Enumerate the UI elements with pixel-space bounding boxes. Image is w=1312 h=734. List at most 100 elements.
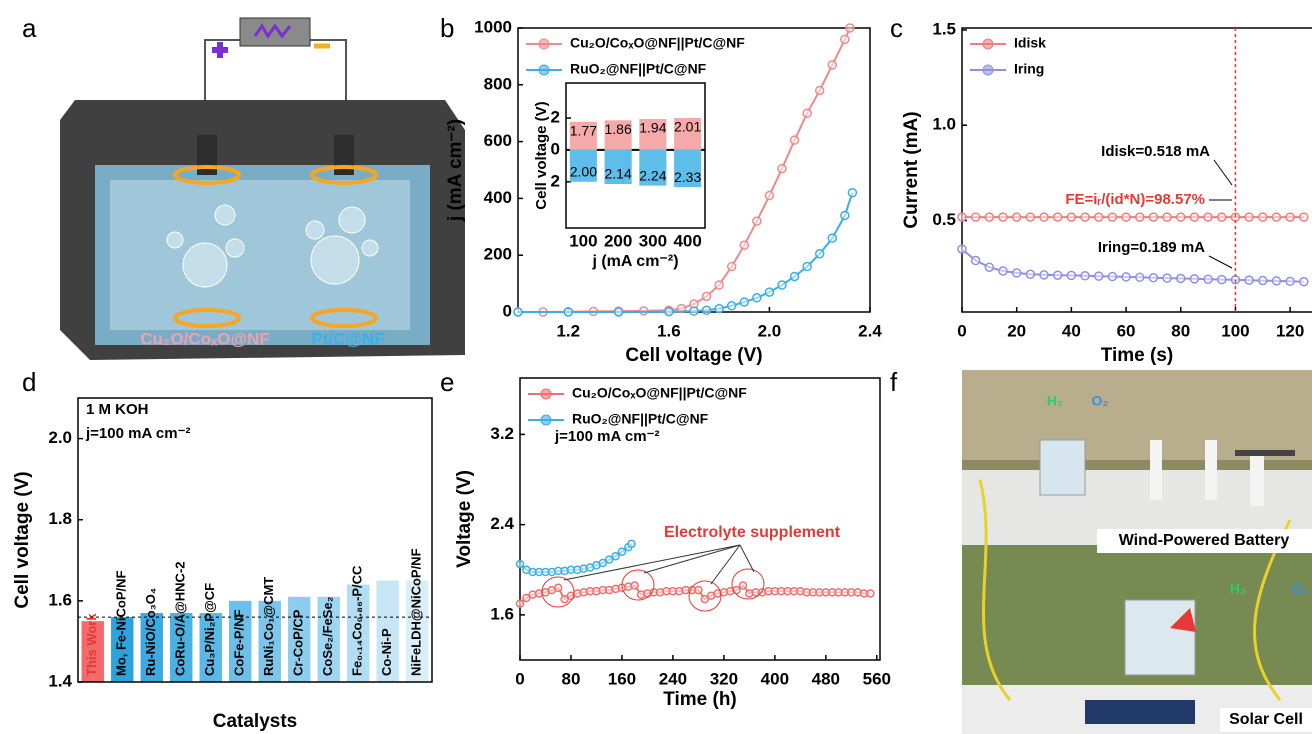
photo bbox=[962, 370, 1312, 734]
x-tick-label: 160 bbox=[608, 669, 636, 688]
data-point bbox=[728, 263, 736, 271]
photo-label: H₂ bbox=[1230, 581, 1246, 597]
data-point bbox=[1149, 213, 1157, 221]
data-point bbox=[803, 263, 811, 271]
solar-cell bbox=[1085, 700, 1195, 724]
legend-marker bbox=[983, 65, 993, 75]
data-point bbox=[628, 540, 635, 547]
fan-post bbox=[1150, 440, 1162, 500]
data-point bbox=[1190, 213, 1198, 221]
category-label: Fe₀.₁₄Co₀.₈₆-P/CC bbox=[350, 565, 365, 676]
y-tick-label: 0.5 bbox=[932, 210, 956, 229]
data-point bbox=[631, 582, 638, 589]
panel-label: d bbox=[22, 367, 36, 397]
data-point bbox=[778, 165, 786, 173]
data-point bbox=[690, 307, 698, 315]
data-point bbox=[1095, 213, 1103, 221]
annotation: FE=iᵣ/(id*N)=98.57% bbox=[1065, 191, 1205, 208]
data-point bbox=[753, 294, 761, 302]
panel-label: c bbox=[890, 13, 903, 43]
panel-label: b bbox=[440, 13, 454, 43]
y-tick-label: 1.0 bbox=[932, 115, 956, 134]
data-point bbox=[1122, 273, 1130, 281]
bubble bbox=[215, 205, 235, 225]
bar-value-label: 2.01 bbox=[674, 119, 701, 135]
data-point bbox=[1108, 213, 1116, 221]
data-point bbox=[715, 305, 723, 313]
data-point bbox=[612, 553, 619, 560]
photo-label: Solar Cell bbox=[1229, 711, 1303, 728]
category-label: RuNi₁Co₁@CMT bbox=[261, 577, 276, 676]
y-tick-label: 1.4 bbox=[48, 671, 72, 690]
data-point bbox=[765, 192, 773, 200]
data-point bbox=[1190, 275, 1198, 283]
legend-marker bbox=[983, 39, 993, 49]
x-axis-title: j (mA cm⁻²) bbox=[591, 253, 678, 270]
y-axis-title: Current (mA) bbox=[901, 111, 922, 228]
legend-marker bbox=[539, 39, 549, 49]
x-tick-label: 0 bbox=[957, 321, 966, 340]
data-point bbox=[740, 241, 748, 249]
post bbox=[1250, 456, 1264, 506]
bubble bbox=[183, 243, 227, 287]
category-label: CoFe-P/NF bbox=[232, 610, 247, 677]
fan-post bbox=[1205, 440, 1217, 500]
data-point bbox=[740, 582, 747, 589]
plus-sign bbox=[212, 42, 228, 58]
x-axis-title: Time (h) bbox=[663, 689, 737, 710]
data-point bbox=[728, 302, 736, 310]
y-tick-label: 2 bbox=[551, 171, 560, 190]
data-point bbox=[816, 250, 824, 258]
electrolyte-highlight bbox=[110, 180, 410, 330]
figure: Cu₂O/CoₓO@NF Pt/C@NF Wind-Powered Batter… bbox=[0, 0, 1312, 734]
annotation-arrow bbox=[644, 545, 740, 573]
data-point bbox=[841, 211, 849, 219]
data-point bbox=[703, 306, 711, 314]
y-axis-title: Voltage (V) bbox=[454, 470, 475, 568]
bar-value-label: 2.00 bbox=[570, 163, 597, 179]
data-point bbox=[1108, 273, 1116, 281]
x-tick-label: 240 bbox=[659, 669, 687, 688]
x-tick-label: 200 bbox=[604, 231, 632, 250]
legend-label: RuO₂@NF||Pt/C@NF bbox=[572, 411, 709, 427]
bubble bbox=[167, 232, 183, 248]
x-tick-label: 320 bbox=[710, 669, 738, 688]
bubble bbox=[339, 207, 365, 233]
data-point bbox=[828, 234, 836, 242]
annotation: 1 M KOH bbox=[86, 401, 149, 418]
bar-value-label: 2.14 bbox=[605, 166, 632, 182]
data-point bbox=[1218, 213, 1226, 221]
data-point bbox=[715, 281, 723, 289]
x-tick-label: 560 bbox=[863, 669, 891, 688]
legend-label: Idisk bbox=[1014, 35, 1046, 51]
x-axis-title: Catalysts bbox=[213, 711, 298, 732]
y-axis-title: Cell voltage (V) bbox=[533, 101, 550, 209]
power-source bbox=[240, 18, 310, 46]
y-tick-label: 1.6 bbox=[490, 604, 514, 623]
data-point bbox=[753, 217, 761, 225]
x-tick-label: 120 bbox=[1276, 321, 1304, 340]
electrolyzer-illustration bbox=[60, 18, 465, 360]
annotation-arrow bbox=[564, 545, 740, 580]
x-tick-label: 480 bbox=[812, 669, 840, 688]
anode-label: Cu₂O/CoₓO@NF bbox=[140, 329, 270, 348]
photo-label: Wind-Powered Battery bbox=[1119, 532, 1290, 549]
category-label: CoRu-O/A@HNC-2 bbox=[173, 562, 188, 677]
category-label: This Work bbox=[84, 613, 99, 676]
annotation-arrow bbox=[1214, 160, 1232, 185]
data-point bbox=[1245, 276, 1253, 284]
data-point bbox=[841, 35, 849, 43]
bubble bbox=[306, 221, 324, 239]
data-point bbox=[665, 308, 673, 316]
panel bbox=[1235, 450, 1295, 456]
data-point bbox=[1286, 213, 1294, 221]
data-point bbox=[1149, 274, 1157, 282]
category-label: Co-Ni-P bbox=[379, 628, 394, 676]
data-point bbox=[985, 263, 993, 271]
data-point bbox=[1204, 213, 1212, 221]
data-point bbox=[1081, 213, 1089, 221]
data-point bbox=[846, 24, 854, 32]
data-point bbox=[1218, 276, 1226, 284]
category-label: Cu₃P/Ni₂P@CF bbox=[202, 583, 217, 676]
data-point bbox=[1259, 277, 1267, 285]
